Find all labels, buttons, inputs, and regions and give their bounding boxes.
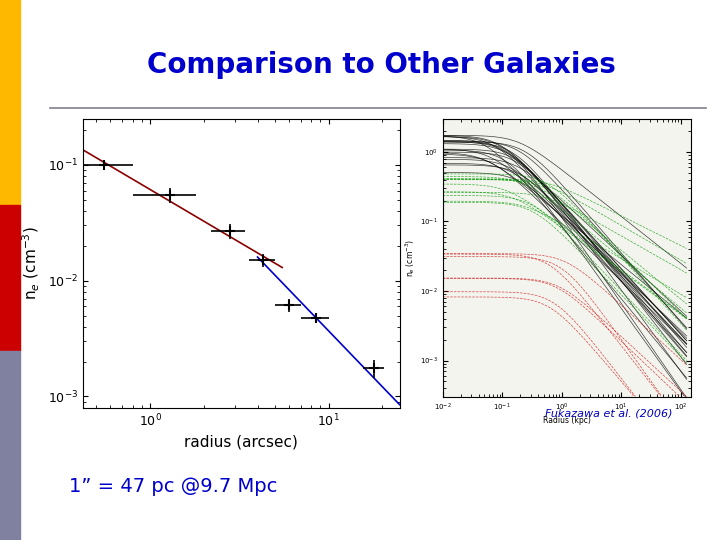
X-axis label: radius (arcsec): radius (arcsec) — [184, 435, 298, 450]
Text: Comparison to Other Galaxies: Comparison to Other Galaxies — [147, 51, 616, 79]
Y-axis label: n$_e$ (cm$^{-3}$): n$_e$ (cm$^{-3}$) — [403, 239, 418, 277]
X-axis label: Radius (kpc): Radius (kpc) — [543, 416, 591, 425]
Text: 1” = 47 pc @9.7 Mpc: 1” = 47 pc @9.7 Mpc — [68, 476, 277, 496]
Text: Fukazawa et al. (2006): Fukazawa et al. (2006) — [544, 408, 672, 418]
Y-axis label: n$_e$ (cm$^{-3}$): n$_e$ (cm$^{-3}$) — [21, 226, 42, 300]
